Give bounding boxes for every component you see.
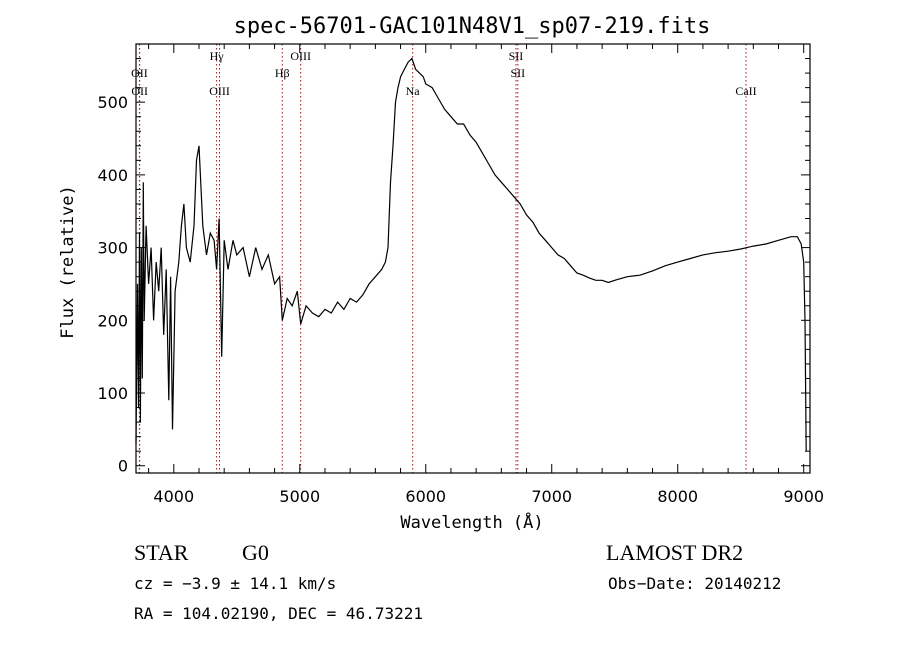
x-axis-label: Wavelength (Å)	[400, 511, 543, 533]
coordinates-readout: RA = 104.02190, DEC = 46.73221	[134, 604, 423, 623]
x-tick-label: 9000	[783, 487, 824, 506]
x-tick-label: 7000	[531, 487, 572, 506]
y-axis-label: Flux (relative)	[58, 185, 78, 339]
x-tick-label: 4000	[153, 487, 194, 506]
x-tick-label: 5000	[279, 487, 320, 506]
x-tick-label: 8000	[657, 487, 698, 506]
axis-ticks: 4000 5000 6000 7000 8000 9000 0 100 200 300 400 500	[97, 44, 824, 506]
y-tick-label: 500	[97, 93, 128, 112]
line-marker-label: Hγ	[210, 49, 225, 63]
line-marker-label: SII	[509, 49, 524, 63]
line-marker-label: Hβ	[275, 66, 290, 80]
y-tick-label: 0	[118, 457, 128, 476]
y-tick-label: 100	[97, 384, 128, 403]
x-tick-label: 6000	[405, 487, 446, 506]
line-marker-label: SII	[511, 66, 526, 80]
spectrum-series-line	[135, 57, 807, 452]
y-tick-label: 300	[97, 239, 128, 258]
plot-frame	[135, 43, 811, 474]
chart-title: spec-56701-GAC101N48V1_sp07-219.fits	[234, 14, 711, 39]
redshift-readout: cz = −3.9 ± 14.1 km/s	[134, 574, 337, 593]
line-marker-label: OII	[131, 84, 148, 98]
spectrum-chart: spec-56701-GAC101N48V1_sp07-219.fits OII…	[58, 14, 824, 533]
object-subclass: G0	[242, 540, 269, 565]
observation-date: Obs−Date: 20140212	[608, 574, 782, 593]
line-marker-label: Na	[406, 84, 421, 98]
line-marker-label: CaII	[735, 84, 756, 98]
survey-name: LAMOST DR2	[606, 540, 744, 565]
line-marker-label: OIII	[290, 49, 311, 63]
y-tick-label: 200	[97, 311, 128, 330]
object-class: STAR	[134, 540, 189, 565]
y-tick-label: 400	[97, 166, 128, 185]
line-marker-label: OIII	[209, 84, 230, 98]
